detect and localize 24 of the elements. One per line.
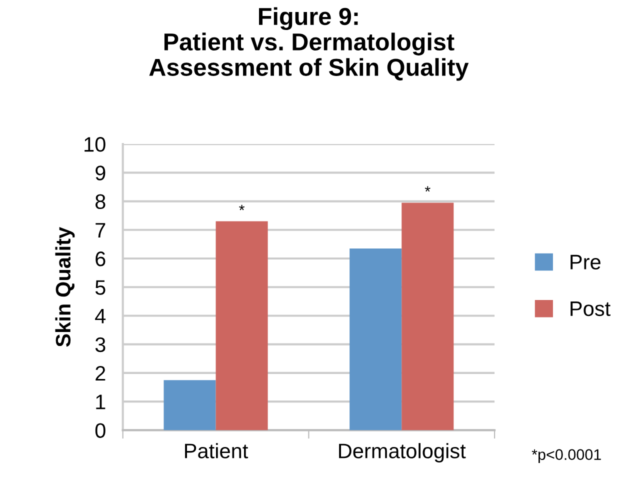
text: *p<0.0001: [532, 449, 601, 464]
y-tick-label: 6: [96, 252, 106, 266]
y-tick-label: 10: [84, 137, 106, 152]
legend-label: Pre: [570, 254, 600, 270]
bar: [164, 380, 216, 430]
legend-label: Post: [570, 302, 610, 316]
bar: [350, 248, 402, 430]
y-axis-title: Skin Quality: [55, 227, 75, 347]
chart-title: Figure 9: Patient vs. Dermatologist Assessment of Skin Quality: [149, 7, 469, 81]
y-tick-label: 4: [95, 308, 106, 324]
y-tick-label: 1: [96, 394, 106, 410]
y-tick-label: 8: [96, 194, 106, 210]
annotation: *: [239, 204, 245, 210]
y-tick-label: 5: [95, 280, 106, 295]
x-tick-label: Patient: [185, 443, 248, 458]
y-tick-label: 7: [96, 223, 106, 238]
annotation: *: [424, 186, 430, 192]
bar: [216, 221, 268, 430]
bar: [402, 202, 454, 430]
y-tick-label: 0: [95, 423, 106, 438]
x-tick-label: Dermatologist: [339, 443, 466, 462]
y-tick-label: 2: [96, 366, 106, 381]
y-tick-label: 3: [95, 337, 106, 352]
y-tick-label: 9: [96, 166, 106, 180]
